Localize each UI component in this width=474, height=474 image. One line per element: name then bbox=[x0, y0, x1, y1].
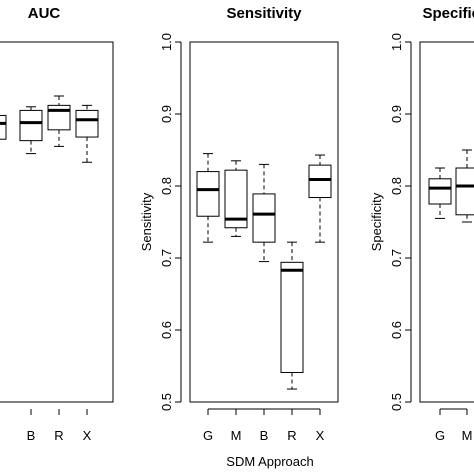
y-tick-label: 1.0 bbox=[389, 33, 404, 51]
iqr-box bbox=[428, 178, 452, 205]
iqr-box bbox=[224, 169, 248, 229]
box-X bbox=[75, 104, 99, 163]
y-tick-label: 0.6 bbox=[159, 321, 174, 339]
x-tick-label: B bbox=[260, 428, 269, 443]
x-tick-label: X bbox=[83, 428, 92, 443]
box-B bbox=[19, 106, 43, 155]
iqr-box bbox=[280, 261, 304, 373]
y-tick-label: 0.7 bbox=[389, 249, 404, 267]
box-X bbox=[308, 154, 332, 243]
plot-frame bbox=[0, 41, 114, 403]
y-tick-label: 0.6 bbox=[389, 321, 404, 339]
x-tick-label: R bbox=[54, 428, 63, 443]
box-M bbox=[0, 114, 7, 140]
iqr-box bbox=[196, 171, 220, 217]
y-tick-label: 0.7 bbox=[159, 249, 174, 267]
sensitivity-panel: Sensitivity 0.5 0.6 0.7 0.8 0.9 1.0 Sensitivity… bbox=[139, 5, 339, 443]
y-tick-label: 0.9 bbox=[389, 105, 404, 123]
y-tick-label: 0.9 bbox=[159, 105, 174, 123]
box-M bbox=[455, 149, 474, 223]
box-B bbox=[252, 163, 276, 263]
x-tick-label: M bbox=[231, 428, 242, 443]
x-tick-label: B bbox=[27, 428, 36, 443]
x-tick-label: R bbox=[287, 428, 296, 443]
auc-panel: AUCMBRX bbox=[0, 5, 114, 443]
box-R bbox=[280, 241, 304, 390]
iqr-box bbox=[252, 193, 276, 243]
y-axis-label: Specificity bbox=[369, 192, 384, 251]
iqr-box bbox=[75, 109, 99, 138]
x-tick-label: G bbox=[435, 428, 445, 443]
box-G bbox=[196, 153, 220, 243]
x-tick-label: M bbox=[462, 428, 473, 443]
y-tick-label: 1.0 bbox=[159, 33, 174, 51]
box-G bbox=[428, 167, 452, 219]
x-tick-label: X bbox=[316, 428, 325, 443]
specificity-panel: Specificity 0.5 0.6 0.7 0.8 0.9 1.0 Specificity… bbox=[369, 5, 474, 443]
panel-title: Sensitivity bbox=[226, 5, 302, 22]
panel-title: AUC bbox=[28, 5, 61, 22]
panel-title: Specificity bbox=[422, 5, 474, 22]
y-axis-label: Sensitivity bbox=[139, 192, 154, 251]
y-tick-label: 0.8 bbox=[159, 177, 174, 195]
y-tick-label: 0.8 bbox=[389, 177, 404, 195]
iqr-box bbox=[19, 109, 43, 142]
x-axis-label: SDM Approach bbox=[226, 454, 313, 469]
box-R bbox=[47, 95, 71, 147]
x-tick-label: G bbox=[203, 428, 213, 443]
box-M bbox=[224, 160, 248, 237]
iqr-box bbox=[0, 114, 7, 140]
y-tick-label: 0.5 bbox=[159, 393, 174, 411]
iqr-box bbox=[308, 164, 332, 199]
plot-frame bbox=[419, 41, 474, 403]
iqr-box bbox=[455, 167, 474, 216]
y-tick-label: 0.5 bbox=[389, 393, 404, 411]
plot-frame bbox=[189, 41, 339, 403]
